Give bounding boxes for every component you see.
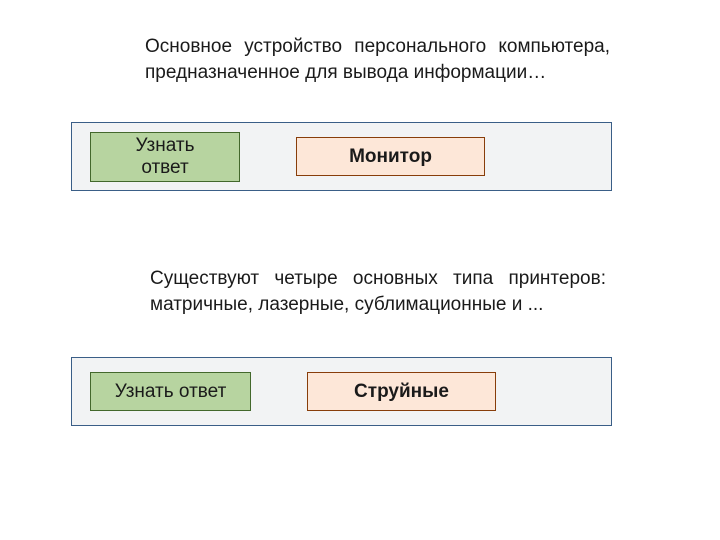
question-2-text: Существуют четыре основных типа принтеро… (150, 266, 606, 317)
question-1-text: Основное устройство персонального компью… (145, 34, 610, 85)
know-answer-button-1[interactable]: Узнатьответ (90, 132, 240, 182)
answer-box-1: Монитор (296, 137, 485, 176)
know-answer-button-2[interactable]: Узнать ответ (90, 372, 251, 411)
question-2-answer-bar: Узнать ответ Струйные (71, 357, 612, 426)
answer-box-2: Струйные (307, 372, 496, 411)
question-1-answer-bar: Узнатьответ Монитор (71, 122, 612, 191)
